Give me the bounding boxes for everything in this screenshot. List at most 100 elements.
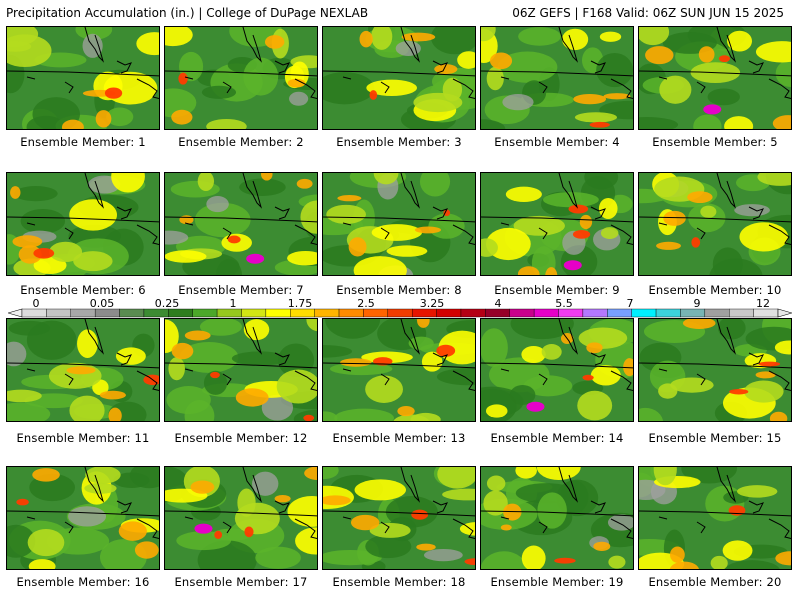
precip-field <box>481 319 633 421</box>
ensemble-map-1 <box>6 26 160 130</box>
colorbar-swatch <box>290 308 315 318</box>
colorbar-swatch <box>265 308 291 318</box>
precip-field <box>481 27 633 129</box>
colorbar-swatch <box>21 308 47 318</box>
ensemble-member-label: Ensemble Member: 15 <box>648 431 782 445</box>
colorbar-tick-label: 9 <box>693 297 701 310</box>
ensemble-member-label: Ensemble Member: 11 <box>16 431 150 445</box>
ensemble-member-label: Ensemble Member: 1 <box>20 135 146 149</box>
colorbar-swatch <box>704 308 730 318</box>
ensemble-map-8 <box>322 172 476 276</box>
precip-field <box>7 319 159 421</box>
colorbar-tick-label: 1.75 <box>287 297 313 310</box>
ensemble-map-19 <box>480 466 634 570</box>
colorbar-swatch <box>363 308 389 318</box>
ensemble-map-18 <box>322 466 476 570</box>
precip-field <box>323 173 475 275</box>
colorbar-swatch <box>533 308 559 318</box>
colorbar-swatch <box>143 308 169 318</box>
ensemble-member-label: Ensemble Member: 8 <box>336 283 462 297</box>
colorbar-swatch <box>680 308 706 318</box>
colorbar-swatch <box>436 308 462 318</box>
ensemble-member-label: Ensemble Member: 16 <box>16 575 150 589</box>
colorbar-swatch <box>655 308 681 318</box>
ensemble-member-label: Ensemble Member: 3 <box>336 135 462 149</box>
precip-field <box>639 467 791 569</box>
colorbar-swatch <box>241 308 267 318</box>
header-title: Precipitation Accumulation (in.) | Colle… <box>6 6 369 20</box>
ensemble-member-label: Ensemble Member: 9 <box>494 283 620 297</box>
precip-field <box>7 27 159 129</box>
colorbar-tick-label: 7 <box>626 297 634 310</box>
colorbar-swatch <box>558 308 584 318</box>
precip-field <box>7 173 159 275</box>
ensemble-member-label: Ensemble Member: 18 <box>332 575 466 589</box>
colorbar-swatch <box>631 308 657 318</box>
ensemble-map-7 <box>164 172 318 276</box>
ensemble-map-16 <box>6 466 160 570</box>
ensemble-member-label: Ensemble Member: 6 <box>20 283 146 297</box>
colorbar-swatch <box>46 308 71 318</box>
ensemble-map-20 <box>638 466 792 570</box>
header-run-info: 06Z GEFS | F168 Valid: 06Z SUN JUN 15 20… <box>512 6 784 20</box>
colorbar-tick-label: 3.25 <box>419 297 445 310</box>
precip-field <box>165 27 317 129</box>
ensemble-map-13 <box>322 318 476 422</box>
colorbar-swatch <box>168 308 193 318</box>
ensemble-map-15 <box>638 318 792 422</box>
colorbar-tick-label: 0.25 <box>154 297 180 310</box>
precip-field <box>165 467 317 569</box>
colorbar-swatch <box>216 308 242 318</box>
ensemble-map-5 <box>638 26 792 130</box>
colorbar-tick-label: 12 <box>756 297 770 310</box>
colorbar-tick-label: 0.05 <box>89 297 115 310</box>
precip-field <box>639 173 791 275</box>
colorbar-swatch <box>460 308 486 318</box>
colorbar-min-arrow <box>8 308 23 318</box>
precip-field <box>323 467 475 569</box>
ensemble-map-10 <box>638 172 792 276</box>
ensemble-map-14 <box>480 318 634 422</box>
ensemble-member-label: Ensemble Member: 14 <box>490 431 624 445</box>
precip-field <box>481 467 633 569</box>
colorbar-swatch <box>314 308 340 318</box>
colorbar-tick-label: 2.5 <box>357 297 375 310</box>
precip-field <box>481 173 633 275</box>
colorbar-tick-label: 5.5 <box>555 297 573 310</box>
ensemble-map-4 <box>480 26 634 130</box>
colorbar-swatch <box>582 308 608 318</box>
colorbar-swatch <box>729 308 754 318</box>
colorbar-swatch <box>607 308 632 318</box>
colorbar <box>8 308 792 318</box>
colorbar-tick-label: 4 <box>494 297 502 310</box>
ensemble-member-label: Ensemble Member: 7 <box>178 283 304 297</box>
ensemble-member-label: Ensemble Member: 5 <box>652 135 778 149</box>
ensemble-member-label: Ensemble Member: 2 <box>178 135 304 149</box>
colorbar-swatch <box>387 308 413 318</box>
precip-field <box>323 27 475 129</box>
colorbar-swatch <box>94 308 120 318</box>
colorbar-max-arrow <box>777 308 792 318</box>
colorbar-swatch <box>70 308 96 318</box>
precip-field <box>7 467 159 569</box>
precip-field <box>639 319 791 421</box>
colorbar-swatch <box>485 308 510 318</box>
colorbar-swatch <box>192 308 218 318</box>
ensemble-map-12 <box>164 318 318 422</box>
colorbar-swatch <box>119 308 145 318</box>
ensemble-map-3 <box>322 26 476 130</box>
colorbar-tick-label: 0 <box>32 297 40 310</box>
ensemble-map-2 <box>164 26 318 130</box>
ensemble-map-17 <box>164 466 318 570</box>
ensemble-map-6 <box>6 172 160 276</box>
precip-field <box>165 319 317 421</box>
precip-field <box>323 319 475 421</box>
precip-field <box>639 27 791 129</box>
ensemble-member-label: Ensemble Member: 12 <box>174 431 308 445</box>
ensemble-member-label: Ensemble Member: 4 <box>494 135 620 149</box>
ensemble-member-label: Ensemble Member: 19 <box>490 575 624 589</box>
colorbar-swatch <box>509 308 535 318</box>
colorbar-tick-label: 1 <box>229 297 237 310</box>
ensemble-map-9 <box>480 172 634 276</box>
colorbar-swatch <box>338 308 364 318</box>
